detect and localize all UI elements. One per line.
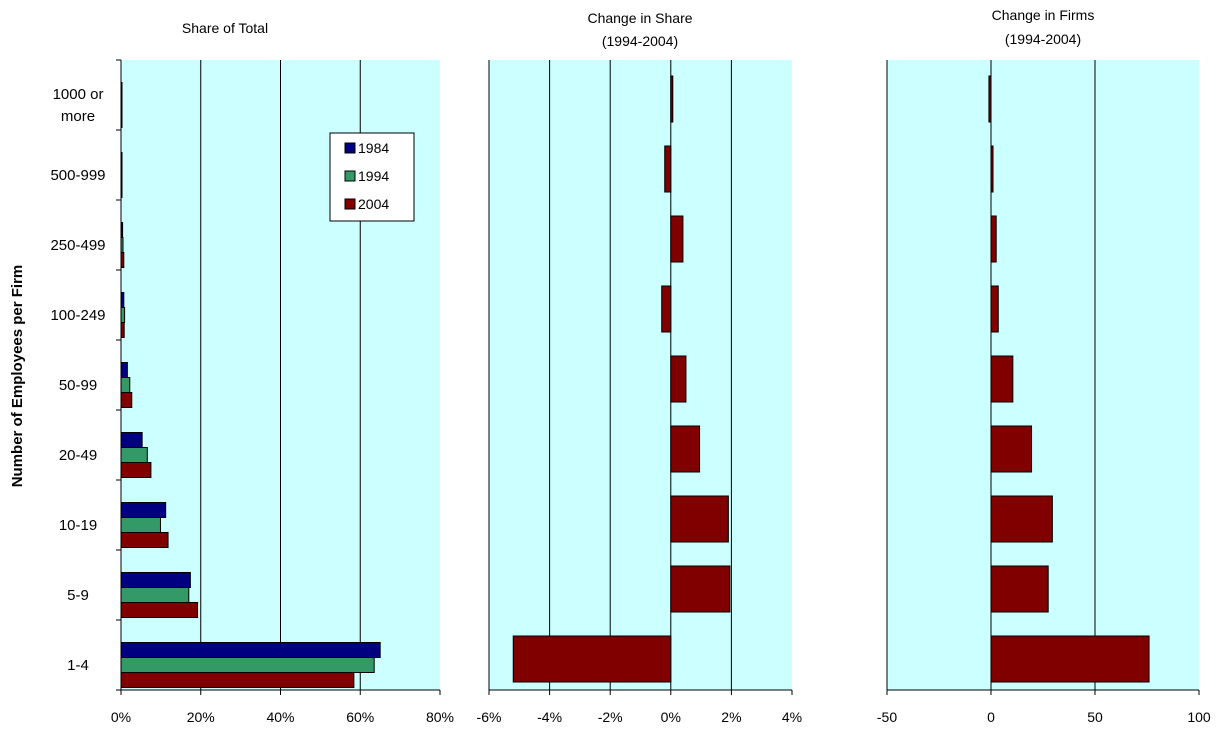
category-label: 1000 or more <box>53 86 104 125</box>
legend-label-1994: 1994 <box>358 168 389 184</box>
bar-2004 <box>120 392 133 408</box>
bar <box>990 425 1033 473</box>
legend-label-1984: 1984 <box>358 140 389 156</box>
bar <box>990 145 994 193</box>
category-label: 10-19 <box>59 517 97 534</box>
bar-2004 <box>120 532 169 548</box>
bar <box>670 215 684 263</box>
x-tick-label: 20% <box>187 709 215 725</box>
plot-area-2 <box>489 60 792 690</box>
panel-3-subtitle: (1994-2004) <box>1005 31 1081 47</box>
bar <box>664 145 672 193</box>
legend: 1984 1994 2004 <box>329 132 415 222</box>
x-tick-label: 60% <box>346 709 374 725</box>
bar-1994 <box>120 377 131 393</box>
category-label: 500-999 <box>50 167 105 184</box>
category-label: 1-4 <box>67 657 89 674</box>
legend-label-2004: 2004 <box>358 196 389 212</box>
bar <box>670 355 687 403</box>
bar <box>670 495 729 543</box>
x-tick-label: -50 <box>877 709 897 725</box>
x-tick-label: 0% <box>111 709 131 725</box>
panel-2-subtitle: (1994-2004) <box>602 33 678 49</box>
x-tick-label: -2% <box>598 709 623 725</box>
bar-1994 <box>120 587 190 603</box>
category-label: 100-249 <box>50 307 105 324</box>
bar-1984 <box>120 502 167 518</box>
x-tick-label: 4% <box>782 709 802 725</box>
x-tick-label: 100 <box>1187 709 1211 725</box>
category-label: 250-499 <box>50 237 105 254</box>
bar <box>661 285 672 333</box>
bar <box>670 565 731 613</box>
legend-box <box>329 132 415 222</box>
x-tick-label: -6% <box>477 709 502 725</box>
x-tick-label: 80% <box>426 709 454 725</box>
x-tick-label: 0 <box>987 709 995 725</box>
bar-2004 <box>120 462 152 478</box>
bar <box>512 635 672 683</box>
bar-1994 <box>120 657 375 673</box>
bar-1984 <box>120 642 381 658</box>
bar-1984 <box>120 572 191 588</box>
bar-1994 <box>120 307 126 323</box>
x-tick-label: 50 <box>1087 709 1103 725</box>
x-tick-label: 0% <box>661 709 681 725</box>
bar-2004 <box>120 672 355 688</box>
bar <box>990 355 1014 403</box>
panel-1-title: Share of Total <box>182 20 268 36</box>
bar-1984 <box>120 432 143 448</box>
legend-swatch-1984 <box>344 142 356 154</box>
panel-2-title: Change in Share <box>587 10 692 26</box>
x-tick-label: 2% <box>721 709 741 725</box>
bar-1994 <box>120 517 161 533</box>
category-label: 50-99 <box>59 377 97 394</box>
category-label: 5-9 <box>67 587 89 604</box>
bar <box>988 75 992 123</box>
category-labels: 1000 or more 500-999 250-499 100-249 50-99 20-… <box>50 86 105 674</box>
panel-3-title: Change in Firms <box>992 7 1095 23</box>
panel-change-in-firms: Change in Firms (1994-2004) -50 0 50 100 <box>877 7 1211 725</box>
bar <box>990 565 1049 613</box>
legend-swatch-2004 <box>344 198 356 210</box>
legend-swatch-1994 <box>344 170 356 182</box>
x-tick-label: -4% <box>537 709 562 725</box>
y-axis-label: Number of Employees per Firm <box>9 265 26 488</box>
bar <box>990 285 999 333</box>
bar <box>670 75 674 123</box>
panel-change-in-share: Change in Share (1994-2004) -6% -4% -2% 0% 2… <box>477 10 803 725</box>
bar <box>670 425 701 473</box>
bar-2004 <box>120 602 199 618</box>
x-tick-label: 40% <box>266 709 294 725</box>
bar <box>990 635 1150 683</box>
panel-3-plot: -50 0 50 100 <box>877 60 1211 725</box>
bar <box>990 495 1053 543</box>
bar-1994 <box>120 447 148 463</box>
panel-share-of-total: Share of Total 0% 20% 40% 60% 80% <box>111 20 454 725</box>
panel-2-plot: -6% -4% -2% 0% 2% 4% <box>477 60 802 725</box>
category-label: 20-49 <box>59 447 97 464</box>
bar-1984 <box>120 362 128 378</box>
bar <box>990 215 997 263</box>
